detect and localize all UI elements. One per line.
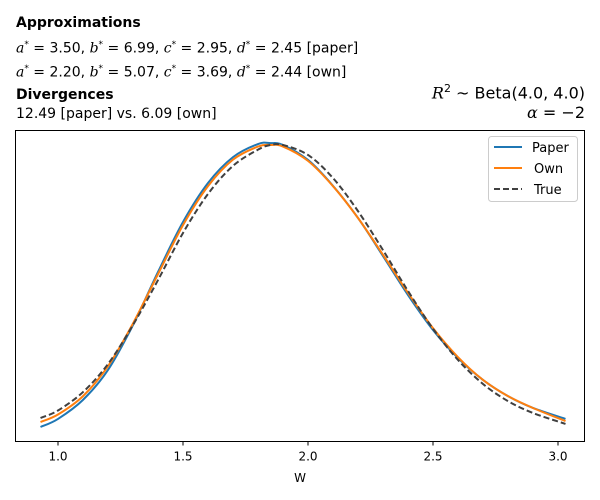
dist-prefix: R xyxy=(431,83,444,103)
x-tick-label: 2.0 xyxy=(298,450,317,464)
legend-label-own: Own xyxy=(534,162,563,177)
series-line-own xyxy=(40,143,566,423)
x-tick-label: 1.5 xyxy=(173,450,192,464)
approx-line-own: a* = 2.20, b* = 5.07, c* = 3.69, d* = 2.… xyxy=(16,64,347,81)
approx-own-c: 3.69 xyxy=(196,64,228,81)
x-tick-label: 1.0 xyxy=(48,450,67,464)
legend-label-paper: Paper xyxy=(532,141,569,156)
legend-box xyxy=(488,136,578,202)
approx-own-tag: [own] xyxy=(306,64,347,81)
approx-own-b: 5.07 xyxy=(123,64,155,81)
x-ticks: 1.0 1.5 2.0 2.5 3.0 xyxy=(48,441,568,464)
alpha-symbol: α xyxy=(527,103,538,122)
series-line-true xyxy=(40,143,566,425)
curves-group xyxy=(40,141,566,428)
approximations-title: Approximations xyxy=(16,15,141,31)
dist-text: ~ Beta(4.0, 4.0) xyxy=(450,83,585,103)
x-tick-label: 2.5 xyxy=(423,450,442,464)
approx-paper-d: 2.45 xyxy=(270,40,303,57)
approx-own-a: 2.20 xyxy=(49,64,81,81)
approx-own-d: 2.44 xyxy=(270,64,303,81)
approx-paper-tag: [paper] xyxy=(306,40,359,57)
dist-sup: 2 xyxy=(443,82,451,95)
x-tick-label: 3.0 xyxy=(548,450,567,464)
divergences-text: 12.49 [paper] vs. 6.09 [own] xyxy=(16,106,217,122)
approx-line-paper: a* = 3.50, b* = 6.99, c* = 2.95, d* = 2.… xyxy=(16,40,359,57)
approx-paper-a: 3.50 xyxy=(49,40,81,57)
approx-paper-c: 2.95 xyxy=(196,40,228,57)
distribution-label: R2 ~ Beta(4.0, 4.0) xyxy=(432,82,585,102)
divergences-title: Divergences xyxy=(16,87,114,103)
approx-paper-b: 6.99 xyxy=(123,40,155,57)
series-line-paper xyxy=(40,141,566,428)
legend-label-true: True xyxy=(533,183,562,198)
x-axis-label: W xyxy=(294,471,306,485)
alpha-label: α = −2 xyxy=(527,103,585,122)
alpha-value: = −2 xyxy=(537,103,585,122)
axes-frame xyxy=(15,130,585,442)
legend: Paper Own True xyxy=(488,136,578,202)
